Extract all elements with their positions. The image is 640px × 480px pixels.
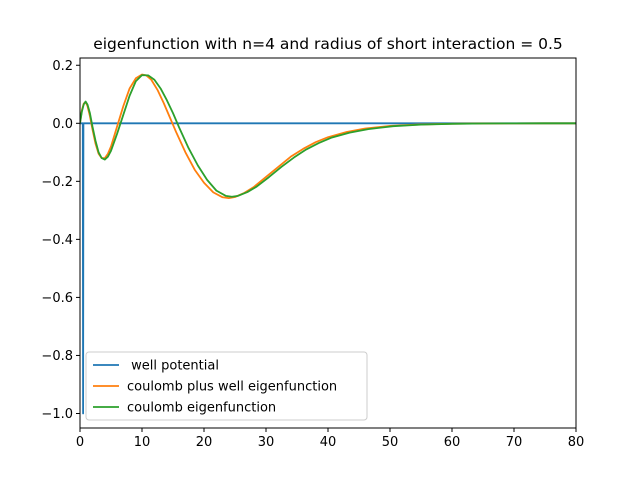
legend-box: [85, 351, 368, 421]
y-tick-label: −1.0: [41, 407, 73, 422]
x-tick-label: 0: [76, 435, 84, 450]
series-line-1: [80, 73, 576, 200]
series-line-2: [80, 74, 576, 198]
x-tick-label: 50: [382, 435, 399, 450]
legend: well potential coulomb plus well eigenfun…: [85, 351, 368, 421]
x-tick-label: 40: [320, 435, 337, 450]
x-tick-label: 80: [568, 435, 585, 450]
legend-label-0: well potential: [127, 359, 219, 374]
y-tick-label: −0.6: [41, 291, 73, 306]
axis-ticks: 0 10 20 30 40 50 60 70 80 −1.0 −0.8 −0.6 −0.4 −0.2 0.0…: [41, 59, 584, 450]
chart-title: eigenfunction with n=4 and radius of sho…: [93, 35, 563, 53]
y-tick-label: 0.2: [52, 59, 73, 74]
x-tick-label: 30: [258, 435, 275, 450]
plot-lines: [80, 73, 576, 415]
y-tick-label: −0.8: [41, 349, 73, 364]
legend-label-1: coulomb plus well eigenfunction: [127, 380, 337, 395]
legend-label-2: coulomb eigenfunction: [127, 401, 276, 416]
y-tick-label: 0.0: [52, 117, 73, 132]
x-tick-label: 20: [196, 435, 213, 450]
x-tick-label: 60: [444, 435, 461, 450]
x-tick-label: 70: [506, 435, 523, 450]
x-tick-label: 10: [134, 435, 151, 450]
series-line-0: [80, 122, 576, 415]
y-tick-label: −0.4: [41, 233, 73, 248]
y-tick-label: −0.2: [41, 175, 73, 190]
